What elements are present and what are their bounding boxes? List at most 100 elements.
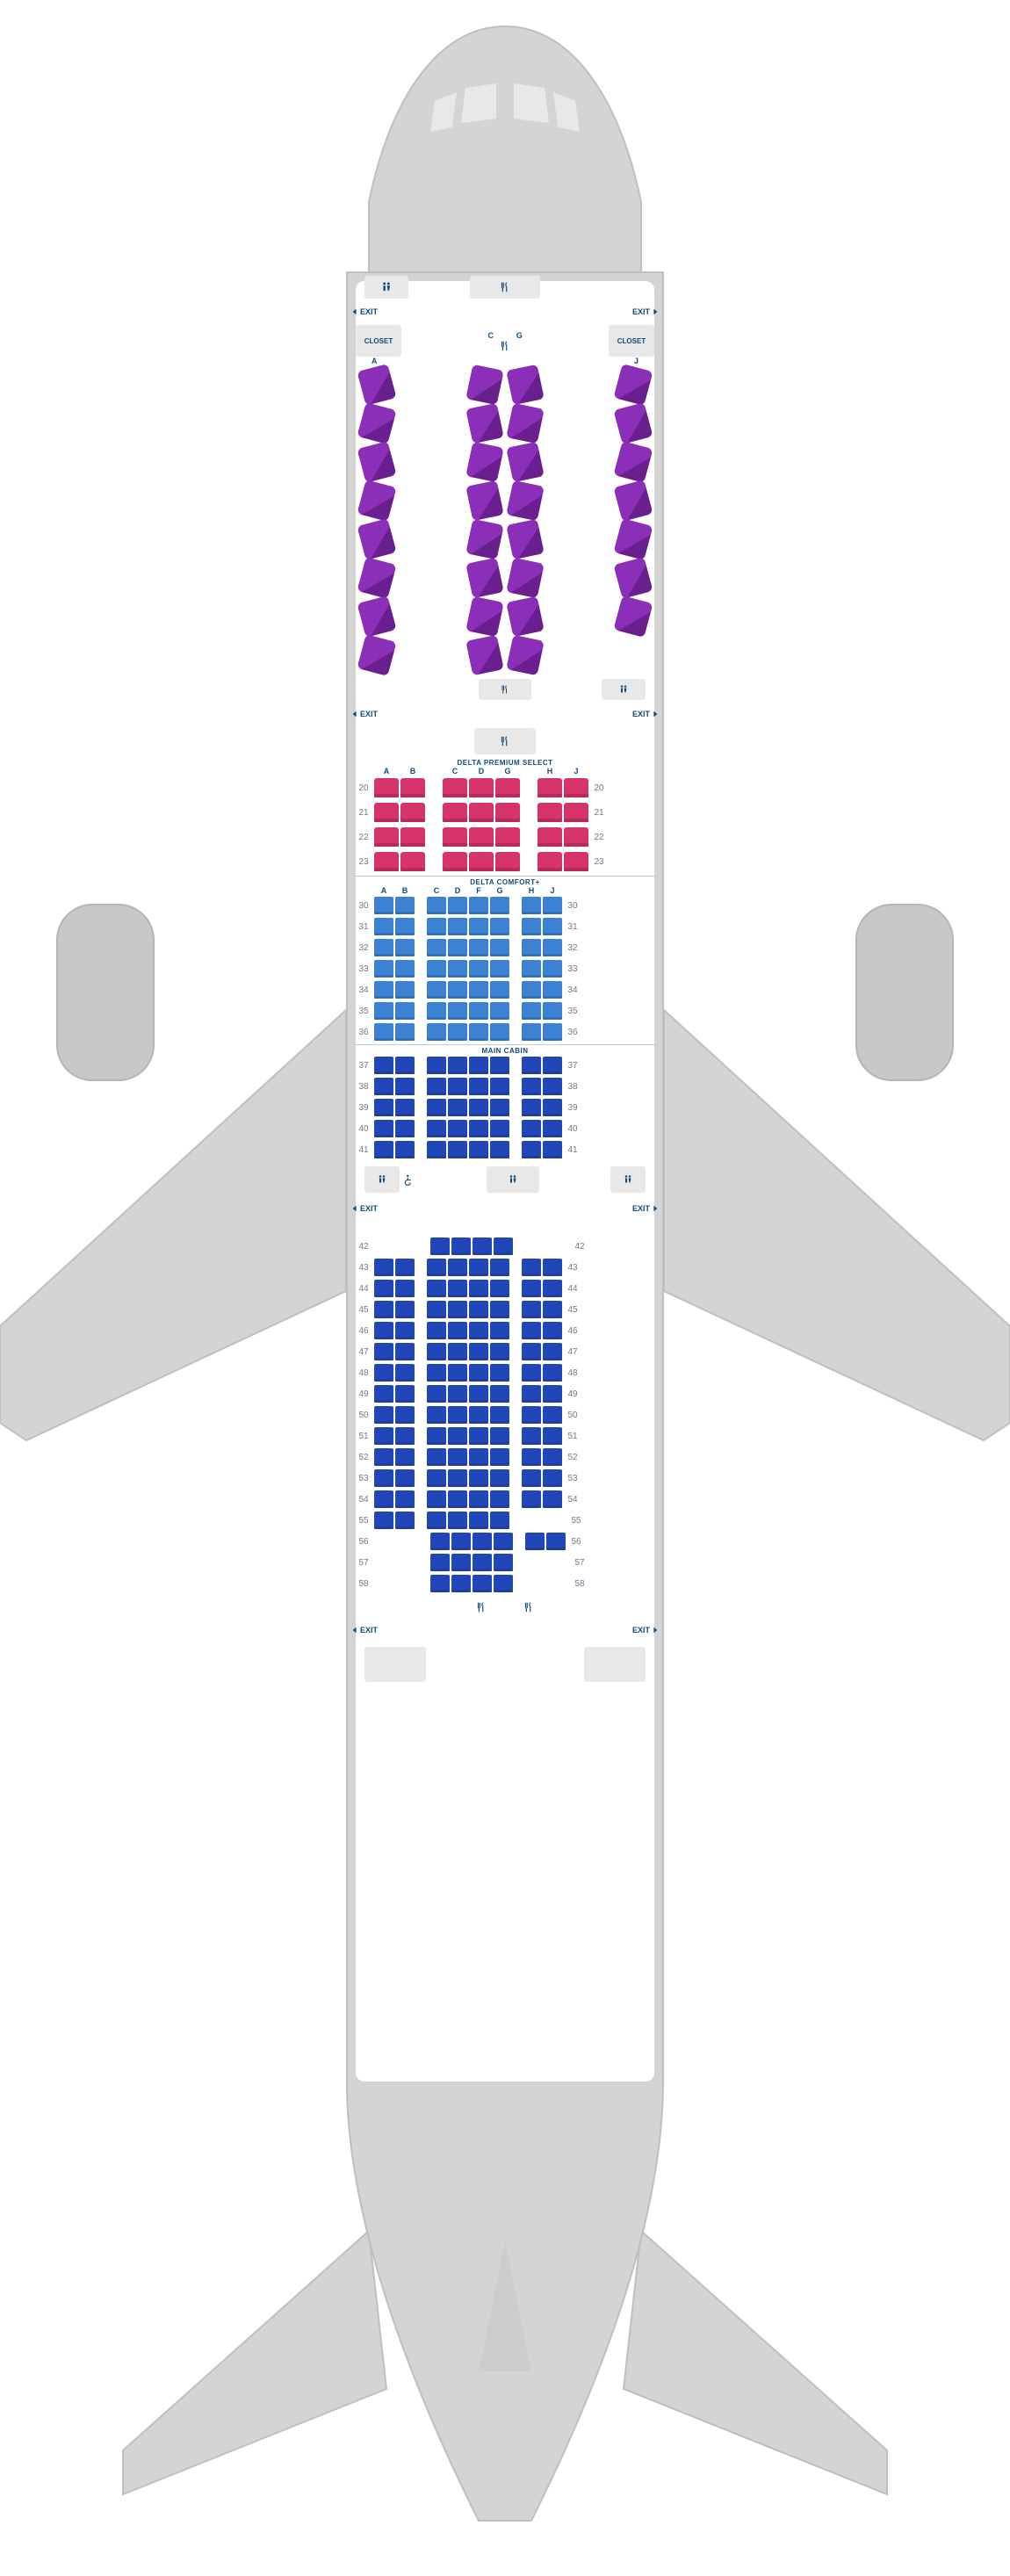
seat-economy[interactable] bbox=[374, 1427, 393, 1445]
seat-economy[interactable] bbox=[522, 1364, 541, 1382]
seat-economy[interactable] bbox=[427, 1141, 446, 1158]
seat-economy[interactable] bbox=[490, 939, 509, 956]
seat-economy[interactable] bbox=[427, 1406, 446, 1424]
seat-economy[interactable] bbox=[448, 939, 467, 956]
seat-delta-one[interactable] bbox=[361, 444, 393, 480]
seat-economy[interactable] bbox=[494, 1533, 513, 1550]
seat-premium-select[interactable] bbox=[537, 778, 562, 797]
seat-economy[interactable] bbox=[395, 1002, 415, 1020]
seat-delta-one[interactable] bbox=[469, 560, 501, 595]
seat-economy[interactable] bbox=[469, 1057, 488, 1074]
seat-economy[interactable] bbox=[522, 1099, 541, 1116]
seat-economy[interactable] bbox=[374, 897, 393, 914]
seat-economy[interactable] bbox=[469, 1023, 488, 1041]
seat-economy[interactable] bbox=[543, 1023, 562, 1041]
seat-premium-select[interactable] bbox=[469, 778, 494, 797]
seat-economy[interactable] bbox=[522, 1469, 541, 1487]
seat-economy[interactable] bbox=[469, 1469, 488, 1487]
seat-economy[interactable] bbox=[543, 1259, 562, 1276]
seat-economy[interactable] bbox=[490, 1002, 509, 1020]
seat-economy[interactable] bbox=[543, 1406, 562, 1424]
seat-economy[interactable] bbox=[490, 1280, 509, 1297]
seat-economy[interactable] bbox=[448, 1259, 467, 1276]
seat-economy[interactable] bbox=[448, 981, 467, 999]
seat-economy[interactable] bbox=[522, 1343, 541, 1360]
seat-economy[interactable] bbox=[490, 1259, 509, 1276]
seat-premium-select[interactable] bbox=[537, 803, 562, 822]
seat-economy[interactable] bbox=[427, 1512, 446, 1529]
seat-economy[interactable] bbox=[395, 918, 415, 935]
seat-economy[interactable] bbox=[490, 981, 509, 999]
seat-economy[interactable] bbox=[543, 1002, 562, 1020]
seat-economy[interactable] bbox=[490, 897, 509, 914]
seat-economy[interactable] bbox=[469, 1078, 488, 1095]
seat-economy[interactable] bbox=[473, 1237, 492, 1255]
seat-economy[interactable] bbox=[427, 1322, 446, 1339]
seat-delta-one[interactable] bbox=[509, 483, 541, 518]
seat-economy[interactable] bbox=[522, 1301, 541, 1318]
seat-economy[interactable] bbox=[427, 1057, 446, 1074]
seat-economy[interactable] bbox=[522, 1259, 541, 1276]
seat-economy[interactable] bbox=[469, 1099, 488, 1116]
seat-economy[interactable] bbox=[374, 1057, 393, 1074]
seat-premium-select[interactable] bbox=[537, 852, 562, 871]
seat-economy[interactable] bbox=[427, 1120, 446, 1137]
seat-delta-one[interactable] bbox=[509, 599, 541, 634]
seat-economy[interactable] bbox=[430, 1237, 450, 1255]
seat-premium-select[interactable] bbox=[443, 827, 467, 847]
seat-economy[interactable] bbox=[395, 897, 415, 914]
seat-delta-one[interactable] bbox=[469, 638, 501, 673]
seat-economy[interactable] bbox=[469, 1002, 488, 1020]
seat-economy[interactable] bbox=[543, 918, 562, 935]
seat-economy[interactable] bbox=[395, 1385, 415, 1403]
seat-economy[interactable] bbox=[395, 1490, 415, 1508]
seat-economy[interactable] bbox=[448, 1512, 467, 1529]
seat-economy[interactable] bbox=[427, 1259, 446, 1276]
seat-economy[interactable] bbox=[427, 897, 446, 914]
seat-delta-one[interactable] bbox=[509, 367, 541, 402]
seat-economy[interactable] bbox=[374, 1280, 393, 1297]
seat-economy[interactable] bbox=[374, 1002, 393, 1020]
seat-economy[interactable] bbox=[395, 1120, 415, 1137]
seat-premium-select[interactable] bbox=[443, 778, 467, 797]
seat-economy[interactable] bbox=[490, 918, 509, 935]
seat-economy[interactable] bbox=[448, 1023, 467, 1041]
seat-economy[interactable] bbox=[430, 1554, 450, 1571]
seat-economy[interactable] bbox=[427, 1364, 446, 1382]
seat-economy[interactable] bbox=[543, 939, 562, 956]
seat-economy[interactable] bbox=[374, 1490, 393, 1508]
seat-economy[interactable] bbox=[427, 1343, 446, 1360]
seat-premium-select[interactable] bbox=[469, 803, 494, 822]
seat-delta-one[interactable] bbox=[469, 599, 501, 634]
seat-economy[interactable] bbox=[543, 1322, 562, 1339]
seat-economy[interactable] bbox=[469, 960, 488, 978]
seat-economy[interactable] bbox=[543, 1120, 562, 1137]
seat-economy[interactable] bbox=[448, 1120, 467, 1137]
seat-delta-one[interactable] bbox=[469, 483, 501, 518]
seat-economy[interactable] bbox=[448, 1099, 467, 1116]
seat-premium-select[interactable] bbox=[374, 803, 399, 822]
seat-economy[interactable] bbox=[469, 1280, 488, 1297]
seat-economy[interactable] bbox=[543, 897, 562, 914]
seat-economy[interactable] bbox=[543, 1078, 562, 1095]
seat-premium-select[interactable] bbox=[400, 803, 425, 822]
seat-economy[interactable] bbox=[374, 1141, 393, 1158]
seat-delta-one[interactable] bbox=[469, 522, 501, 557]
seat-delta-one[interactable] bbox=[617, 406, 649, 441]
seat-economy[interactable] bbox=[374, 1099, 393, 1116]
seat-economy[interactable] bbox=[448, 1490, 467, 1508]
seat-premium-select[interactable] bbox=[400, 852, 425, 871]
seat-economy[interactable] bbox=[522, 1448, 541, 1466]
seat-economy[interactable] bbox=[522, 897, 541, 914]
seat-economy[interactable] bbox=[448, 1364, 467, 1382]
seat-economy[interactable] bbox=[448, 1427, 467, 1445]
seat-economy[interactable] bbox=[395, 1099, 415, 1116]
seat-economy[interactable] bbox=[448, 1078, 467, 1095]
seat-premium-select[interactable] bbox=[564, 778, 588, 797]
seat-economy[interactable] bbox=[448, 1141, 467, 1158]
seat-premium-select[interactable] bbox=[374, 852, 399, 871]
seat-economy[interactable] bbox=[522, 981, 541, 999]
seat-economy[interactable] bbox=[522, 1490, 541, 1508]
seat-economy[interactable] bbox=[430, 1533, 450, 1550]
seat-economy[interactable] bbox=[395, 1301, 415, 1318]
